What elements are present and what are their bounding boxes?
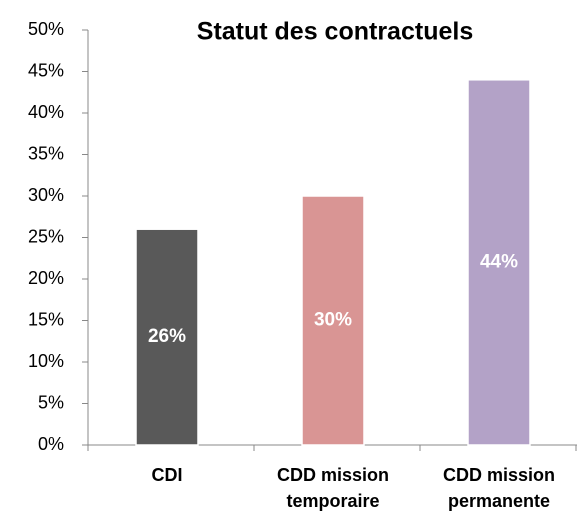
x-tick-label: CDI xyxy=(151,465,183,485)
bar xyxy=(467,79,531,446)
y-tick-label: 30% xyxy=(28,185,64,205)
y-tick-label: 0% xyxy=(38,434,64,454)
x-tick-label: CDD mission permanente xyxy=(442,465,556,511)
y-tick-label: 5% xyxy=(38,392,64,412)
y-tick-label: 40% xyxy=(28,102,64,122)
bar xyxy=(301,195,365,446)
data-label: 30% xyxy=(314,310,352,331)
y-tick-label: 35% xyxy=(28,143,64,163)
y-tick-label: 25% xyxy=(28,226,64,246)
chart-title: Statut des contractuels xyxy=(197,18,473,46)
y-tick-label: 20% xyxy=(28,268,64,288)
x-tick-label: CDD mission temporaire xyxy=(276,465,390,511)
data-label: 44% xyxy=(480,251,518,272)
y-tick-label: 45% xyxy=(28,60,64,80)
bar xyxy=(135,228,199,446)
y-tick-label: 10% xyxy=(28,351,64,371)
y-tick-label: 15% xyxy=(28,309,64,329)
y-tick-label: 50% xyxy=(28,19,64,39)
data-label: 26% xyxy=(148,326,186,347)
